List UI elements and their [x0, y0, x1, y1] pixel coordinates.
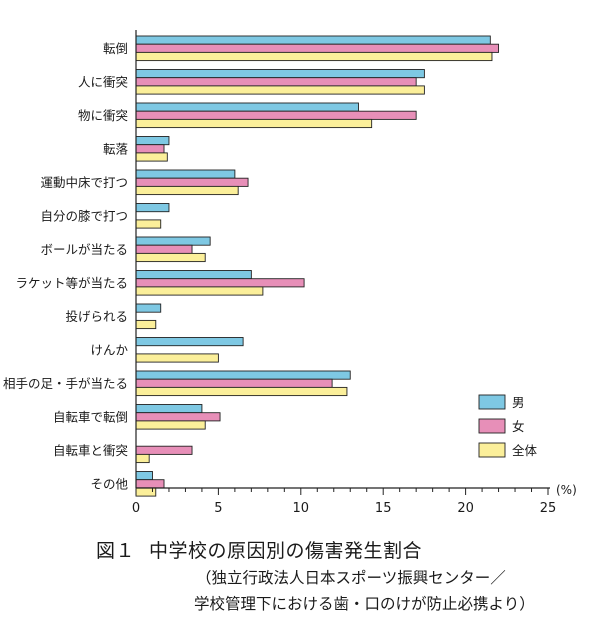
x-tick-label: 10 [293, 501, 310, 516]
bar-11-男 [135, 404, 203, 414]
bar-4-全体 [135, 185, 239, 196]
bar-2-全体 [135, 118, 373, 129]
legend-swatch [478, 442, 506, 458]
x-tick-label: 0 [132, 501, 140, 516]
category-label: けんか [90, 342, 128, 357]
bar-11-女 [135, 412, 221, 422]
bar-8-男 [135, 303, 162, 313]
bar-2-女 [135, 110, 417, 120]
category-label: 自転車で転倒 [53, 409, 128, 424]
source-line-1: （独立行政法人日本スポーツ振興センター／ [196, 569, 506, 587]
bar-10-男 [135, 370, 351, 380]
category-labels: 転倒人に衝突物に衝突転落運動中床で打つ自分の膝で打つボールが当たるラケット等が当… [3, 41, 129, 491]
legend-label: 全体 [512, 443, 538, 458]
x-tick-label: 20 [457, 501, 474, 516]
bar-5-男 [135, 203, 170, 213]
bar-6-全体 [135, 252, 206, 263]
bars-group [135, 35, 500, 497]
category-label: 人に衝突 [78, 74, 128, 89]
bar-13-女 [135, 479, 165, 489]
bar-12-全体 [135, 453, 150, 464]
bar-6-女 [135, 244, 193, 254]
bar-3-全体 [135, 152, 168, 162]
bar-7-女 [135, 278, 305, 288]
bar-9-全体 [135, 353, 219, 363]
bar-2-男 [135, 102, 359, 112]
x-tick-label: 15 [375, 501, 392, 516]
bar-7-男 [135, 270, 252, 280]
legend-label: 男 [512, 395, 525, 410]
bar-0-男 [135, 35, 491, 45]
x-unit-label: (%) [556, 483, 577, 497]
bar-8-全体 [135, 319, 157, 330]
bar-0-女 [135, 43, 500, 53]
category-label: 転落 [103, 141, 129, 156]
bar-11-全体 [135, 420, 206, 430]
x-axis: 0 5 10 15 20 25 (%) [132, 30, 577, 516]
figure-title-text: 中学校の原因別の傷害発生割合 [149, 540, 423, 562]
legend-swatch [478, 394, 506, 410]
bar-7-全体 [135, 286, 264, 296]
bar-6-男 [135, 236, 211, 246]
bar-5-全体 [135, 219, 162, 229]
bar-0-全体 [135, 51, 493, 62]
legend-swatch [478, 418, 506, 434]
bar-13-男 [135, 471, 153, 481]
bar-12-女 [135, 445, 193, 455]
figure-number: 図１ [96, 540, 136, 562]
x-tick-label: 5 [214, 501, 222, 516]
bar-9-男 [135, 337, 244, 347]
bar-4-女 [135, 177, 249, 187]
bar-3-男 [135, 136, 170, 146]
bar-10-全体 [135, 386, 348, 397]
legend-label: 女 [512, 419, 525, 434]
category-label: 投げられる [65, 309, 128, 324]
category-label: 転倒 [103, 41, 128, 56]
figure-title: 図１ 中学校の原因別の傷害発生割合 [96, 536, 422, 563]
bar-3-女 [135, 144, 165, 154]
category-label: その他 [90, 476, 128, 491]
bar-10-女 [135, 378, 333, 388]
bar-1-全体 [135, 85, 425, 95]
category-label: 運動中床で打つ [40, 175, 128, 190]
bar-1-男 [135, 69, 425, 79]
source-line-2: 学校管理下における歯・口のけが防止必携より） [194, 595, 535, 613]
category-label: 物に衝突 [78, 108, 128, 123]
category-label: 自転車と衝突 [53, 443, 128, 458]
category-label: ラケット等が当たる [15, 275, 128, 290]
bar-1-女 [135, 77, 417, 87]
category-label: 自分の膝で打つ [40, 208, 128, 223]
bar-4-男 [135, 169, 236, 179]
category-label: 相手の足・手が当たる [3, 376, 128, 391]
category-label: ボールが当たる [40, 242, 128, 257]
x-tick-label: 25 [540, 501, 557, 516]
bar-chart: 転倒人に衝突物に衝突転落運動中床で打つ自分の膝で打つボールが当たるラケット等が当… [3, 30, 577, 516]
